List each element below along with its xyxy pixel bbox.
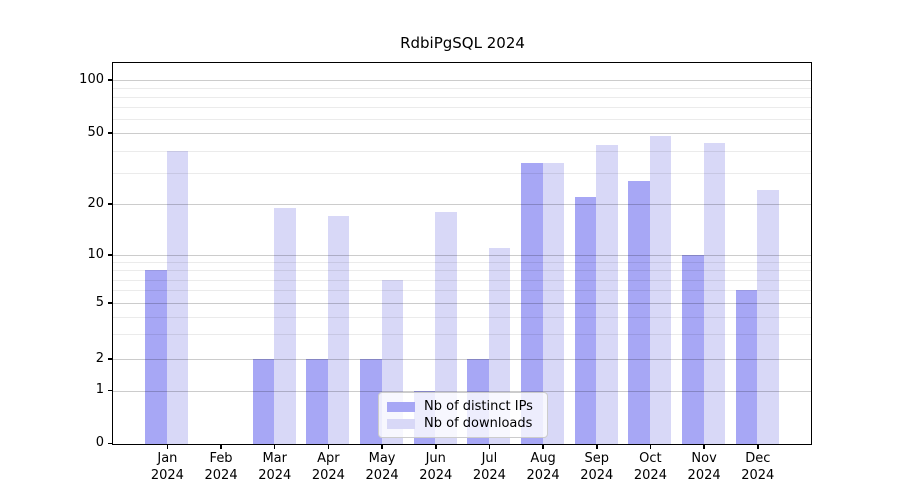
x-tick-label-mar: Mar 2024	[258, 451, 292, 483]
gridline-minor-9	[113, 262, 811, 264]
x-tick-label-aug: Aug 2024	[526, 451, 560, 483]
x-tick-label-dec: Dec 2024	[741, 451, 775, 483]
x-tick-mark-apr	[327, 444, 330, 449]
y-tick-mark-2	[108, 358, 112, 360]
legend-item-downloads: Nb of downloads	[387, 415, 539, 432]
gridline-minor-80	[113, 97, 811, 99]
y-tick-mark-20	[108, 203, 112, 205]
bar-downloads-aug	[542, 163, 565, 444]
x-tick-mark-aug	[542, 444, 544, 449]
y-tick-label-20: 20	[87, 195, 104, 211]
bar-distinct-ips-dec	[735, 290, 758, 444]
bar-downloads-apr	[327, 215, 350, 444]
bar-downloads-mar	[274, 207, 296, 444]
gridline-minor-60	[113, 119, 811, 121]
bar-distinct-ips-may	[360, 359, 382, 444]
gridline-major-10	[113, 255, 811, 256]
y-tick-mark-100	[108, 79, 112, 81]
bar-distinct-ips-mar	[252, 359, 275, 444]
gridline-major-20	[113, 204, 811, 205]
gridline-minor-8	[113, 270, 811, 272]
bar-downloads-jan	[166, 150, 189, 444]
x-tick-mark-jun	[435, 444, 437, 449]
gridline-minor-30	[113, 172, 811, 174]
legend-item-distinct-ips: Nb of distinct IPs	[387, 398, 539, 415]
bar-distinct-ips-nov	[682, 255, 704, 444]
y-tick-label-2: 2	[95, 350, 104, 366]
x-tick-label-feb: Feb 2024	[204, 451, 238, 483]
y-tick-mark-10	[108, 254, 112, 256]
gridline-minor-70	[113, 107, 811, 109]
bar-distinct-ips-oct	[628, 180, 650, 444]
x-tick-mark-jan	[166, 444, 169, 449]
gridline-major-50	[113, 133, 811, 135]
legend-swatch-downloads	[387, 418, 415, 429]
bar-downloads-oct	[649, 136, 672, 444]
x-tick-mark-may	[381, 444, 383, 449]
gridline-minor-40	[113, 150, 811, 152]
y-tick-label-10: 10	[87, 246, 104, 262]
legend-label-distinct-ips: Nb of distinct IPs	[424, 399, 533, 414]
x-tick-mark-oct	[649, 444, 652, 449]
gridline-major-2	[113, 359, 811, 361]
legend: Nb of distinct IPs Nb of downloads	[378, 392, 548, 438]
y-tick-label-0: 0	[95, 435, 104, 450]
bar-distinct-ips-sep	[574, 196, 597, 444]
x-tick-label-may: May 2024	[365, 451, 399, 483]
gridline-minor-3	[113, 334, 811, 336]
y-tick-label-100: 100	[79, 71, 104, 87]
x-tick-mark-dec	[757, 444, 759, 449]
gridline-major-1	[113, 390, 811, 392]
chart-title: RdbiPgSQL 2024	[400, 34, 525, 52]
x-tick-label-jan: Jan 2024	[150, 451, 184, 483]
bar-downloads-sep	[596, 144, 618, 444]
gridline-major-5	[113, 303, 811, 304]
x-tick-label-jun: Jun 2024	[419, 451, 453, 483]
x-tick-mark-sep	[596, 444, 598, 449]
legend-swatch-distinct-ips	[387, 401, 415, 412]
y-tick-mark-5	[108, 302, 112, 304]
x-tick-label-apr: Apr 2024	[311, 451, 345, 483]
bar-distinct-ips-aug	[521, 163, 543, 444]
x-tick-label-oct: Oct 2024	[633, 451, 667, 483]
y-tick-mark-0	[108, 442, 112, 444]
y-tick-mark-1	[108, 389, 112, 392]
bar-downloads-nov	[703, 143, 726, 444]
bar-downloads-jun	[435, 211, 457, 444]
x-tick-mark-jul	[488, 444, 491, 449]
y-tick-label-1: 1	[95, 382, 104, 398]
y-tick-label-50: 50	[87, 124, 104, 140]
legend-label-downloads: Nb of downloads	[424, 416, 533, 431]
gridline-minor-7	[113, 279, 811, 281]
x-tick-label-jul: Jul 2024	[472, 451, 506, 483]
y-tick-mark-50	[108, 132, 112, 134]
x-tick-mark-mar	[273, 444, 276, 449]
gridline-major-100	[113, 80, 811, 81]
x-tick-mark-feb	[220, 444, 222, 449]
x-tick-label-nov: Nov 2024	[687, 451, 721, 483]
plot-area: Nb of distinct IPs Nb of downloads	[112, 62, 812, 445]
bar-distinct-ips-jan	[145, 270, 167, 444]
x-tick-label-sep: Sep 2024	[580, 451, 614, 483]
bar-distinct-ips-apr	[306, 359, 328, 444]
gridline-minor-90	[113, 88, 811, 90]
gridline-minor-6	[113, 290, 811, 292]
gridline-minor-4	[113, 316, 811, 318]
bar-downloads-dec	[757, 189, 779, 444]
x-tick-mark-nov	[703, 444, 705, 449]
y-tick-label-5: 5	[95, 294, 104, 310]
